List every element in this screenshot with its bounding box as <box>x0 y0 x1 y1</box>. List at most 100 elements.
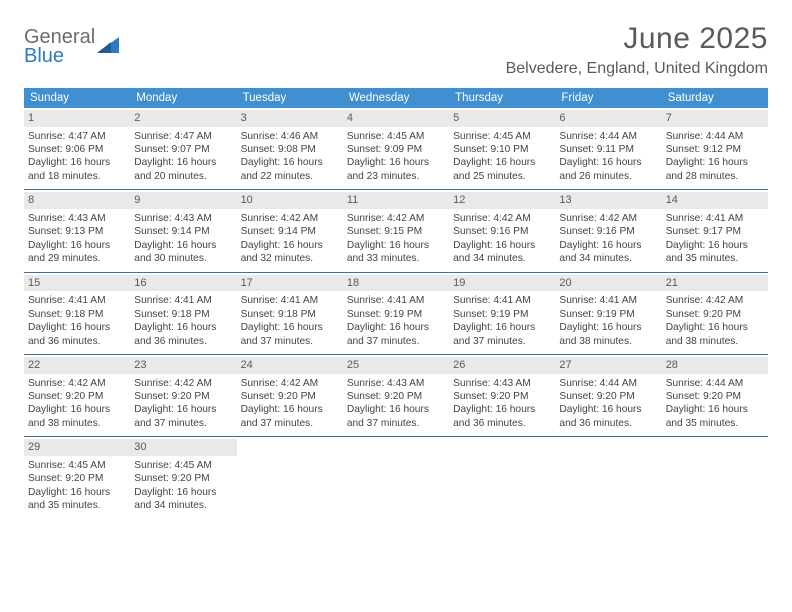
sunset-text: Sunset: 9:20 PM <box>28 390 126 403</box>
sunset-text: Sunset: 9:20 PM <box>666 308 764 321</box>
logo: General Blue <box>24 28 123 66</box>
sunrise-text: Sunrise: 4:43 AM <box>453 377 551 390</box>
daylight-text: Daylight: 16 hours and 22 minutes. <box>241 156 339 183</box>
dow-cell: Thursday <box>449 88 555 108</box>
day-cell: 27Sunrise: 4:44 AMSunset: 9:20 PMDayligh… <box>555 355 661 436</box>
day-number: 10 <box>237 192 343 209</box>
sunset-text: Sunset: 9:14 PM <box>134 225 232 238</box>
day-number: 2 <box>130 110 236 127</box>
day-number: 27 <box>555 357 661 374</box>
week-row: 29Sunrise: 4:45 AMSunset: 9:20 PMDayligh… <box>24 437 768 518</box>
week-row: 15Sunrise: 4:41 AMSunset: 9:18 PMDayligh… <box>24 273 768 355</box>
day-cell: 17Sunrise: 4:41 AMSunset: 9:18 PMDayligh… <box>237 273 343 354</box>
sunrise-text: Sunrise: 4:42 AM <box>453 212 551 225</box>
sunset-text: Sunset: 9:08 PM <box>241 143 339 156</box>
sunrise-text: Sunrise: 4:41 AM <box>241 294 339 307</box>
day-number: 8 <box>24 192 130 209</box>
sunset-text: Sunset: 9:20 PM <box>559 390 657 403</box>
sunrise-text: Sunrise: 4:43 AM <box>28 212 126 225</box>
day-of-week-row: SundayMondayTuesdayWednesdayThursdayFrid… <box>24 88 768 108</box>
week-row: 8Sunrise: 4:43 AMSunset: 9:13 PMDaylight… <box>24 190 768 272</box>
daylight-text: Daylight: 16 hours and 34 minutes. <box>559 239 657 266</box>
daylight-text: Daylight: 16 hours and 26 minutes. <box>559 156 657 183</box>
day-number: 11 <box>343 192 449 209</box>
sunset-text: Sunset: 9:20 PM <box>134 390 232 403</box>
day-number: 7 <box>662 110 768 127</box>
day-cell: 25Sunrise: 4:43 AMSunset: 9:20 PMDayligh… <box>343 355 449 436</box>
sunrise-text: Sunrise: 4:42 AM <box>666 294 764 307</box>
sunset-text: Sunset: 9:10 PM <box>453 143 551 156</box>
day-cell: 21Sunrise: 4:42 AMSunset: 9:20 PMDayligh… <box>662 273 768 354</box>
sunset-text: Sunset: 9:18 PM <box>241 308 339 321</box>
sunrise-text: Sunrise: 4:47 AM <box>134 130 232 143</box>
daylight-text: Daylight: 16 hours and 28 minutes. <box>666 156 764 183</box>
daylight-text: Daylight: 16 hours and 37 minutes. <box>453 321 551 348</box>
day-cell: 9Sunrise: 4:43 AMSunset: 9:14 PMDaylight… <box>130 190 236 271</box>
day-cell: 16Sunrise: 4:41 AMSunset: 9:18 PMDayligh… <box>130 273 236 354</box>
dow-cell: Friday <box>555 88 661 108</box>
daylight-text: Daylight: 16 hours and 35 minutes. <box>666 239 764 266</box>
day-number: 4 <box>343 110 449 127</box>
day-number: 28 <box>662 357 768 374</box>
sunrise-text: Sunrise: 4:41 AM <box>559 294 657 307</box>
day-cell: 26Sunrise: 4:43 AMSunset: 9:20 PMDayligh… <box>449 355 555 436</box>
day-number: 22 <box>24 357 130 374</box>
sunrise-text: Sunrise: 4:42 AM <box>241 212 339 225</box>
day-number: 25 <box>343 357 449 374</box>
day-number: 20 <box>555 275 661 292</box>
day-number: 12 <box>449 192 555 209</box>
week-row: 22Sunrise: 4:42 AMSunset: 9:20 PMDayligh… <box>24 355 768 437</box>
sunrise-text: Sunrise: 4:41 AM <box>28 294 126 307</box>
day-number: 15 <box>24 275 130 292</box>
day-number: 19 <box>449 275 555 292</box>
daylight-text: Daylight: 16 hours and 36 minutes. <box>28 321 126 348</box>
sunset-text: Sunset: 9:17 PM <box>666 225 764 238</box>
day-number: 9 <box>130 192 236 209</box>
sunrise-text: Sunrise: 4:46 AM <box>241 130 339 143</box>
sunset-text: Sunset: 9:14 PM <box>241 225 339 238</box>
dow-cell: Saturday <box>662 88 768 108</box>
logo-triangle-icon <box>97 35 123 60</box>
day-number: 6 <box>555 110 661 127</box>
sunset-text: Sunset: 9:09 PM <box>347 143 445 156</box>
daylight-text: Daylight: 16 hours and 33 minutes. <box>347 239 445 266</box>
location: Belvedere, England, United Kingdom <box>506 60 768 78</box>
daylight-text: Daylight: 16 hours and 38 minutes. <box>666 321 764 348</box>
daylight-text: Daylight: 16 hours and 29 minutes. <box>28 239 126 266</box>
daylight-text: Daylight: 16 hours and 18 minutes. <box>28 156 126 183</box>
sunrise-text: Sunrise: 4:41 AM <box>453 294 551 307</box>
sunset-text: Sunset: 9:20 PM <box>347 390 445 403</box>
sunset-text: Sunset: 9:15 PM <box>347 225 445 238</box>
logo-text-2: Blue <box>24 45 64 67</box>
day-number: 24 <box>237 357 343 374</box>
day-cell: 10 Sunrise: 4:42 AMSunset: 9:14 PMDayligh… <box>237 190 343 271</box>
sunrise-text: Sunrise: 4:44 AM <box>666 130 764 143</box>
daylight-text: Daylight: 16 hours and 35 minutes. <box>666 403 764 430</box>
sunrise-text: Sunrise: 4:41 AM <box>134 294 232 307</box>
sunrise-text: Sunrise: 4:44 AM <box>559 130 657 143</box>
day-cell: 19Sunrise: 4:41 AMSunset: 9:19 PMDayligh… <box>449 273 555 354</box>
sunrise-text: Sunrise: 4:41 AM <box>347 294 445 307</box>
daylight-text: Daylight: 16 hours and 25 minutes. <box>453 156 551 183</box>
month-title: June 2025 <box>506 22 768 56</box>
daylight-text: Daylight: 16 hours and 32 minutes. <box>241 239 339 266</box>
daylight-text: Daylight: 16 hours and 36 minutes. <box>134 321 232 348</box>
sunrise-text: Sunrise: 4:43 AM <box>347 377 445 390</box>
day-cell: 6Sunrise: 4:44 AMSunset: 9:11 PMDaylight… <box>555 108 661 189</box>
day-cell: 12Sunrise: 4:42 AMSunset: 9:16 PMDayligh… <box>449 190 555 271</box>
day-cell: 24Sunrise: 4:42 AMSunset: 9:20 PMDayligh… <box>237 355 343 436</box>
dow-cell: Sunday <box>24 88 130 108</box>
sunset-text: Sunset: 9:19 PM <box>559 308 657 321</box>
day-cell: 3Sunrise: 4:46 AMSunset: 9:08 PMDaylight… <box>237 108 343 189</box>
sunrise-text: Sunrise: 4:45 AM <box>453 130 551 143</box>
day-number: 29 <box>24 439 130 456</box>
day-cell: 18Sunrise: 4:41 AMSunset: 9:19 PMDayligh… <box>343 273 449 354</box>
sunrise-text: Sunrise: 4:45 AM <box>28 459 126 472</box>
day-number: 1 <box>24 110 130 127</box>
weeks-container: 1Sunrise: 4:47 AMSunset: 9:06 PMDaylight… <box>24 108 768 519</box>
day-number: 16 <box>130 275 236 292</box>
sunrise-text: Sunrise: 4:41 AM <box>666 212 764 225</box>
day-number: 14 <box>662 192 768 209</box>
daylight-text: Daylight: 16 hours and 34 minutes. <box>134 486 232 513</box>
sunset-text: Sunset: 9:20 PM <box>666 390 764 403</box>
